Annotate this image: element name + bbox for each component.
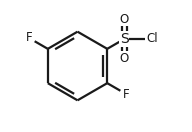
Text: F: F [123, 88, 129, 101]
Text: O: O [120, 52, 129, 65]
Text: F: F [26, 31, 32, 44]
Text: O: O [120, 13, 129, 26]
Text: S: S [120, 32, 129, 46]
Text: Cl: Cl [146, 32, 158, 45]
